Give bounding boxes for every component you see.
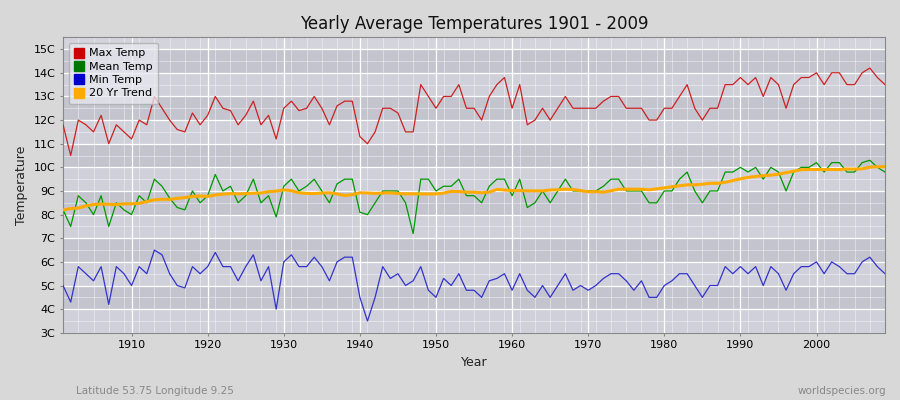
Bar bbox=[63, 120, 885, 144]
Bar bbox=[63, 49, 885, 73]
Bar bbox=[63, 73, 885, 96]
Legend: Max Temp, Mean Temp, Min Temp, 20 Yr Trend: Max Temp, Mean Temp, Min Temp, 20 Yr Tre… bbox=[68, 43, 158, 104]
Bar bbox=[63, 167, 885, 191]
Text: worldspecies.org: worldspecies.org bbox=[798, 386, 886, 396]
Bar bbox=[63, 286, 885, 309]
Bar bbox=[63, 144, 885, 167]
Bar bbox=[63, 309, 885, 333]
Bar bbox=[63, 191, 885, 215]
Bar bbox=[63, 96, 885, 120]
Text: Latitude 53.75 Longitude 9.25: Latitude 53.75 Longitude 9.25 bbox=[76, 386, 234, 396]
Bar bbox=[63, 262, 885, 286]
Bar bbox=[63, 215, 885, 238]
Title: Yearly Average Temperatures 1901 - 2009: Yearly Average Temperatures 1901 - 2009 bbox=[300, 15, 648, 33]
Y-axis label: Temperature: Temperature bbox=[15, 145, 28, 225]
Bar bbox=[63, 238, 885, 262]
X-axis label: Year: Year bbox=[461, 356, 487, 369]
